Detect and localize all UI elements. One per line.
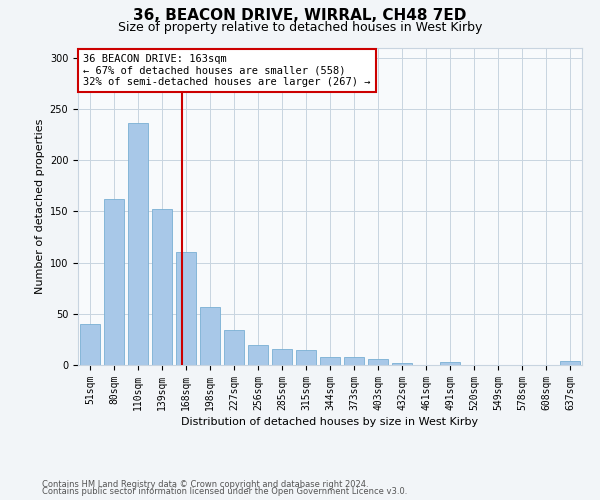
Bar bbox=[152, 210, 172, 365]
Bar bbox=[368, 359, 388, 365]
Bar bbox=[128, 124, 148, 365]
Bar bbox=[320, 357, 340, 365]
Bar bbox=[176, 252, 196, 365]
Bar bbox=[560, 361, 580, 365]
Text: 36, BEACON DRIVE, WIRRAL, CH48 7ED: 36, BEACON DRIVE, WIRRAL, CH48 7ED bbox=[133, 8, 467, 22]
Bar bbox=[80, 324, 100, 365]
Text: Contains public sector information licensed under the Open Government Licence v3: Contains public sector information licen… bbox=[42, 488, 407, 496]
Y-axis label: Number of detached properties: Number of detached properties bbox=[35, 118, 46, 294]
Bar bbox=[344, 357, 364, 365]
Bar bbox=[200, 306, 220, 365]
Text: 36 BEACON DRIVE: 163sqm
← 67% of detached houses are smaller (558)
32% of semi-d: 36 BEACON DRIVE: 163sqm ← 67% of detache… bbox=[83, 54, 371, 87]
Bar bbox=[224, 330, 244, 365]
Bar bbox=[296, 350, 316, 365]
Text: Contains HM Land Registry data © Crown copyright and database right 2024.: Contains HM Land Registry data © Crown c… bbox=[42, 480, 368, 489]
X-axis label: Distribution of detached houses by size in West Kirby: Distribution of detached houses by size … bbox=[181, 417, 479, 427]
Bar bbox=[104, 199, 124, 365]
Bar bbox=[440, 362, 460, 365]
Text: Size of property relative to detached houses in West Kirby: Size of property relative to detached ho… bbox=[118, 21, 482, 34]
Bar bbox=[392, 363, 412, 365]
Bar bbox=[272, 348, 292, 365]
Bar bbox=[248, 344, 268, 365]
